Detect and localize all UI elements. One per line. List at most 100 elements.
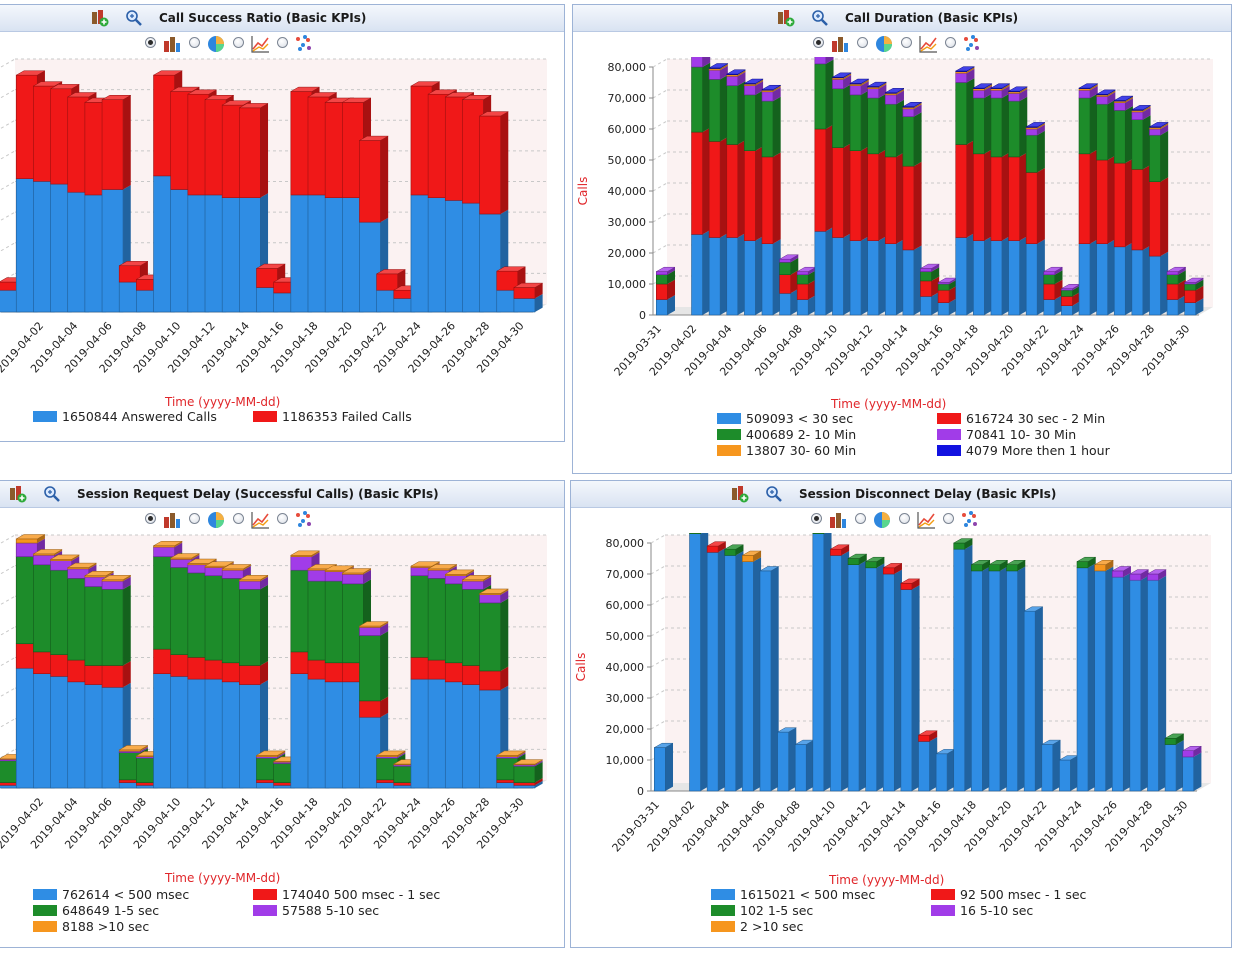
- chart-view-option[interactable]: [145, 509, 189, 531]
- y-tick-label: 70,000: [608, 92, 647, 105]
- view-radio-button[interactable]: [945, 37, 956, 48]
- bar-side: [277, 752, 286, 759]
- bar-segment: [744, 85, 756, 96]
- bar-top: [866, 81, 888, 87]
- bar-top: [1078, 83, 1099, 89]
- bar-segment: [1078, 153, 1091, 245]
- bar-side: [825, 59, 834, 129]
- grid-line: [0, 150, 16, 160]
- bar-top: [1113, 95, 1134, 101]
- view-radio-button[interactable]: [233, 37, 244, 48]
- bar-top: [864, 556, 886, 562]
- bar-segment: [955, 144, 968, 238]
- bar-side: [534, 293, 543, 312]
- view-radio-button[interactable]: [277, 513, 288, 524]
- chart-view-option[interactable]: [277, 509, 321, 531]
- bar-segment: [1113, 162, 1126, 248]
- view-radio-button[interactable]: [189, 513, 200, 524]
- view-radio-button[interactable]: [145, 37, 156, 48]
- legend-count: 4079: [966, 443, 1002, 458]
- zoom-icon[interactable]: [43, 485, 61, 503]
- bar-side: [1105, 560, 1114, 571]
- scatter-chart-view-icon[interactable]: [293, 33, 315, 55]
- bar-side: [500, 590, 509, 603]
- y-axis-title: Calls: [576, 177, 590, 206]
- bar-chart-view-icon[interactable]: [829, 33, 851, 55]
- chart-export-icon[interactable]: [731, 485, 749, 503]
- chart-export-icon[interactable]: [9, 485, 27, 503]
- chart-view-option[interactable]: [145, 33, 189, 55]
- bar-top: [919, 263, 941, 269]
- bar-chart-view-icon[interactable]: [827, 509, 849, 531]
- pie-chart-view-icon[interactable]: [205, 33, 227, 55]
- view-radio-button[interactable]: [233, 513, 244, 524]
- chart-view-option[interactable]: [189, 509, 233, 531]
- bar-side: [859, 560, 867, 791]
- chart-view-option[interactable]: [855, 509, 899, 531]
- view-radio-button[interactable]: [813, 37, 824, 48]
- bar-top: [1095, 89, 1117, 95]
- view-radio-button[interactable]: [811, 513, 822, 524]
- bar-top: [186, 89, 218, 95]
- chart-view-option[interactable]: [233, 509, 277, 531]
- bar-segment: [479, 602, 501, 672]
- bar-side: [1052, 740, 1061, 791]
- chart-export-icon[interactable]: [777, 9, 795, 27]
- zoom-icon[interactable]: [765, 485, 783, 503]
- chart-view-option[interactable]: [901, 33, 945, 55]
- chart-view-option[interactable]: [813, 33, 857, 55]
- line-chart-view-icon[interactable]: [917, 33, 939, 55]
- bar-side: [397, 752, 406, 759]
- chart-view-option[interactable]: [277, 33, 321, 55]
- bar-segment: [902, 165, 915, 251]
- pie-chart-view-icon[interactable]: [205, 509, 227, 531]
- bar-segment: [779, 274, 791, 294]
- bar-segment: [849, 85, 862, 96]
- chart-view-option[interactable]: [189, 33, 233, 55]
- line-chart-view-icon[interactable]: [915, 509, 937, 531]
- chart-export-icon[interactable]: [91, 9, 109, 27]
- line-chart-view-icon[interactable]: [249, 509, 271, 531]
- bar-segment: [1043, 283, 1056, 300]
- view-radio-button[interactable]: [943, 513, 954, 524]
- bar-chart-view-icon[interactable]: [161, 509, 183, 531]
- legend-label: >10 sec: [751, 919, 804, 934]
- bar-side: [1054, 267, 1063, 275]
- bar-side: [770, 566, 779, 791]
- scatter-chart-view-icon[interactable]: [293, 509, 315, 531]
- line-chart-view-icon[interactable]: [249, 33, 271, 55]
- zoom-icon[interactable]: [125, 9, 143, 27]
- bar-side: [380, 696, 389, 718]
- zoom-icon[interactable]: [811, 9, 829, 27]
- bar-top: [655, 266, 676, 272]
- bar-side: [720, 64, 728, 71]
- pie-chart-view-icon[interactable]: [873, 33, 895, 55]
- chart-view-option[interactable]: [945, 33, 989, 55]
- legend-swatch: [937, 429, 961, 440]
- chart-view-option[interactable]: [233, 33, 277, 55]
- bar-top: [478, 111, 510, 117]
- bar-side: [999, 566, 1008, 791]
- bar-segment: [1061, 305, 1073, 316]
- bar-top: [358, 135, 390, 141]
- pie-chart-view-icon[interactable]: [871, 509, 893, 531]
- view-radio-button[interactable]: [857, 37, 868, 48]
- bar-segment: [1164, 744, 1177, 792]
- bar-side: [1001, 85, 1010, 98]
- view-radio-button[interactable]: [145, 513, 156, 524]
- view-radio-button[interactable]: [855, 513, 866, 524]
- chart-view-option[interactable]: [811, 509, 855, 531]
- bar-side: [534, 778, 543, 786]
- bar-segment: [376, 273, 398, 291]
- chart-view-option[interactable]: [857, 33, 901, 55]
- chart-view-option[interactable]: [899, 509, 943, 531]
- view-radio-button[interactable]: [189, 37, 200, 48]
- bar-segment: [830, 548, 842, 556]
- view-radio-button[interactable]: [899, 513, 910, 524]
- view-radio-button[interactable]: [277, 37, 288, 48]
- view-radio-button[interactable]: [901, 37, 912, 48]
- bar-chart-view-icon[interactable]: [161, 33, 183, 55]
- scatter-chart-view-icon[interactable]: [961, 33, 983, 55]
- chart-view-option[interactable]: [943, 509, 987, 531]
- scatter-chart-view-icon[interactable]: [959, 509, 981, 531]
